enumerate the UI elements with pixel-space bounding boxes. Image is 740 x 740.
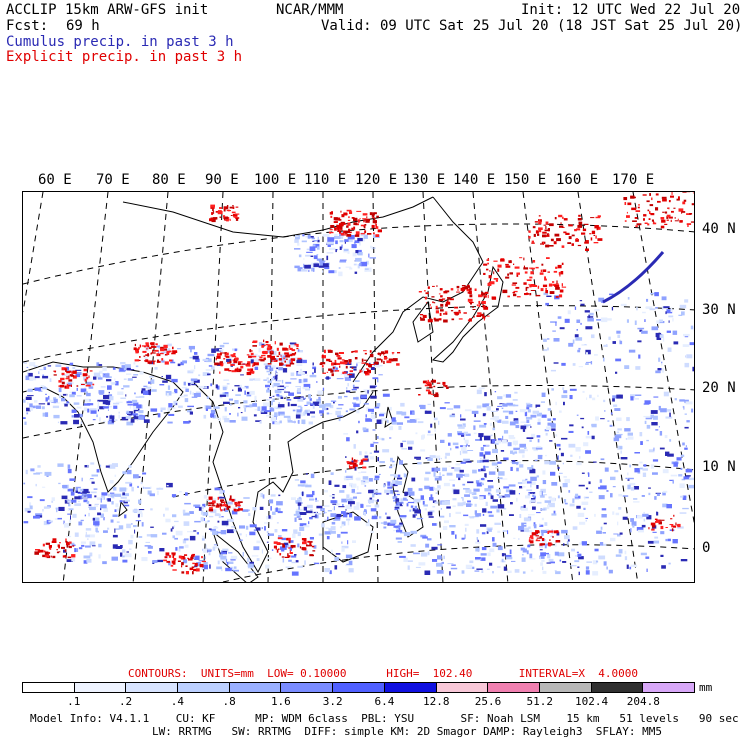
lon-line-100e <box>267 192 274 582</box>
lon-label-130e: 130 E <box>403 172 446 188</box>
lon-line-60e <box>23 192 44 313</box>
model-info-line1: Model Info: V4.1.1 CU: KF MP: WDM 6class… <box>30 712 739 725</box>
legend-swatch <box>178 683 230 692</box>
color-legend <box>22 682 695 693</box>
legend-units: mm <box>699 681 713 694</box>
lat-line-10n <box>172 460 694 498</box>
legend-tick-label: 3.2 <box>322 695 343 708</box>
lon-label-60e: 60 E <box>38 172 72 188</box>
legend-tick-label: 1.6 <box>270 695 291 708</box>
lon-label-70e: 70 E <box>96 172 130 188</box>
legend-swatch <box>74 683 127 692</box>
lon-line-140e <box>472 192 509 582</box>
legend-swatch <box>281 683 334 692</box>
lat-label-20n: 20 N <box>702 380 736 396</box>
legend-tick-label: 25.6 <box>474 695 502 708</box>
borneo <box>322 511 374 563</box>
lat-line-0 <box>222 544 694 582</box>
lat-label-30n: 30 N <box>702 302 736 318</box>
precip-map <box>22 191 695 583</box>
legend-tick-label: .2 <box>118 695 133 708</box>
legend-swatch <box>436 683 489 692</box>
model-info-line2: LW: RRTMG SW: RRTMG DIFF: simple KM: 2D … <box>152 725 662 738</box>
legend-swatch <box>23 683 75 692</box>
legend-swatch <box>384 683 437 692</box>
lon-label-170e: 170 E <box>612 172 655 188</box>
taiwan <box>384 406 394 428</box>
philippines <box>392 455 424 538</box>
sri-lanka <box>118 500 128 518</box>
legend-tick-label: 204.8 <box>626 695 660 708</box>
mongolia-border <box>122 196 434 238</box>
lon-label-150e: 150 E <box>504 172 547 188</box>
fcst-label: Fcst: <box>6 18 49 34</box>
contours-info: CONTOURS: UNITS=mm LOW= 0.10000 HIGH= 10… <box>128 667 638 680</box>
lat-line-30n <box>23 305 694 363</box>
lon-label-140e: 140 E <box>453 172 496 188</box>
cumulus-legend-label: Cumulus precip. in past 3 h <box>6 34 234 50</box>
legend-tick-label: 51.2 <box>526 695 553 708</box>
legend-tick-label: 6.4 <box>374 695 395 708</box>
lon-line-170e <box>632 192 694 524</box>
legend-swatch <box>539 683 592 692</box>
lon-label-90e: 90 E <box>205 172 239 188</box>
lat-label-40n: 40 N <box>702 221 736 237</box>
legend-tick-label: .1 <box>67 695 81 708</box>
cumulus-precip-field <box>23 232 694 576</box>
legend-tick-label: 102.4 <box>574 695 609 708</box>
legend-swatch <box>126 683 179 692</box>
legend-swatch <box>229 683 282 692</box>
lat-label-10n: 10 N <box>702 459 736 475</box>
lon-label-160e: 160 E <box>556 172 599 188</box>
legend-tick-label: .8 <box>222 695 236 708</box>
japan <box>431 265 504 363</box>
lon-label-110e: 110 E <box>304 172 347 188</box>
lon-label-80e: 80 E <box>152 172 186 188</box>
model-title: ACCLIP 15km ARW-GFS init <box>6 2 209 18</box>
legend-swatch <box>643 683 694 692</box>
legend-tick-label: .4 <box>170 695 184 708</box>
legend-swatch <box>333 683 385 692</box>
lon-line-160e <box>577 192 639 582</box>
lon-line-150e <box>522 192 574 582</box>
org-label: NCAR/MMM <box>276 2 344 18</box>
init-time: Init: 12 UTC Wed 22 Jul 20 <box>521 2 740 18</box>
lat-label-0: 0 <box>702 540 711 556</box>
legend-swatch <box>488 683 540 692</box>
lon-label-120e: 120 E <box>355 172 398 188</box>
explicit-precip-field <box>34 192 694 575</box>
explicit-legend-label: Explicit precip. in past 3 h <box>6 49 243 65</box>
lon-label-100e: 100 E <box>254 172 297 188</box>
valid-time: Valid: 09 UTC Sat 25 Jul 20 (18 JST Sat … <box>321 18 740 34</box>
fcst-value: 69 h <box>66 18 100 34</box>
legend-tick-label: 12.8 <box>422 695 450 708</box>
legend-swatch <box>591 683 644 692</box>
map-canvas <box>23 192 694 582</box>
